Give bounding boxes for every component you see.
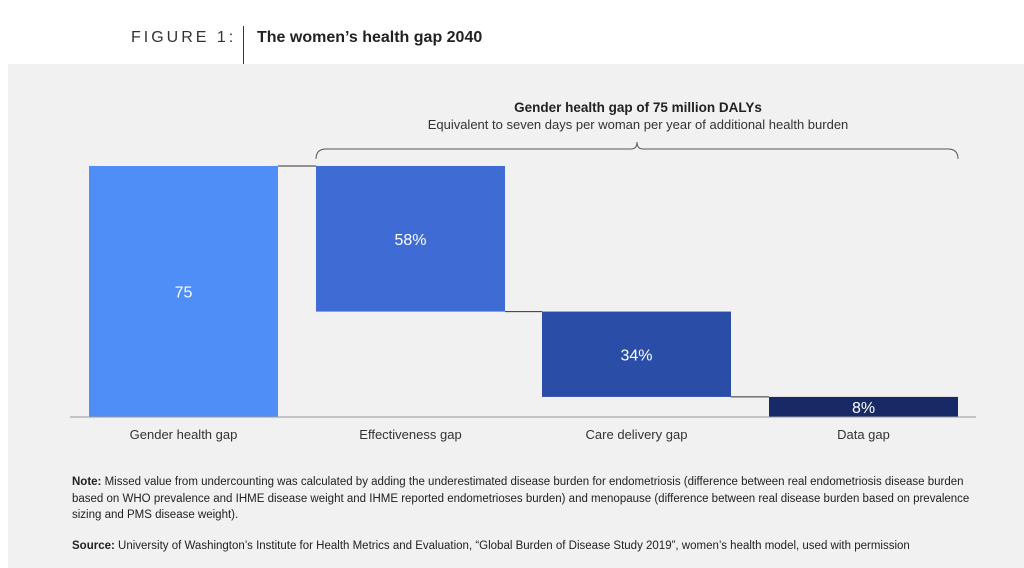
- source-line: Source: University of Washington’s Insti…: [72, 538, 992, 554]
- category-label: Gender health gap: [130, 427, 238, 442]
- category-label: Effectiveness gap: [359, 427, 461, 442]
- footnote-text: Missed value from undercounting was calc…: [72, 476, 970, 521]
- data-label: 75: [175, 285, 193, 302]
- bar-care-delivery-gap: [542, 311, 731, 397]
- bracket-subtitle: Equivalent to seven days per woman per y…: [428, 117, 849, 132]
- figure-header: FIGURE 1: The women’s health gap 2040: [0, 0, 1024, 64]
- bar-effectiveness-gap: [316, 166, 505, 312]
- bar-data-gap: [769, 396, 958, 417]
- data-label: 58%: [394, 232, 426, 249]
- category-label: Data gap: [837, 427, 890, 442]
- figure-label: FIGURE 1:: [131, 29, 237, 46]
- figure-title: The women’s health gap 2040: [257, 29, 483, 46]
- source-label: Source:: [72, 540, 115, 552]
- data-label: 34%: [620, 347, 652, 364]
- data-label: 8%: [852, 400, 875, 417]
- source-text: University of Washington’s Institute for…: [118, 540, 910, 552]
- footnote-label: Note:: [72, 476, 102, 488]
- footnote: Note: Missed value from undercounting wa…: [72, 474, 992, 524]
- category-label: Care delivery gap: [586, 427, 688, 442]
- bracket-title: Gender health gap of 75 million DALYs: [514, 100, 762, 115]
- bracket-brace: [315, 141, 959, 160]
- figure-divider: [243, 26, 244, 64]
- bar-gender-health-gap: [89, 166, 278, 417]
